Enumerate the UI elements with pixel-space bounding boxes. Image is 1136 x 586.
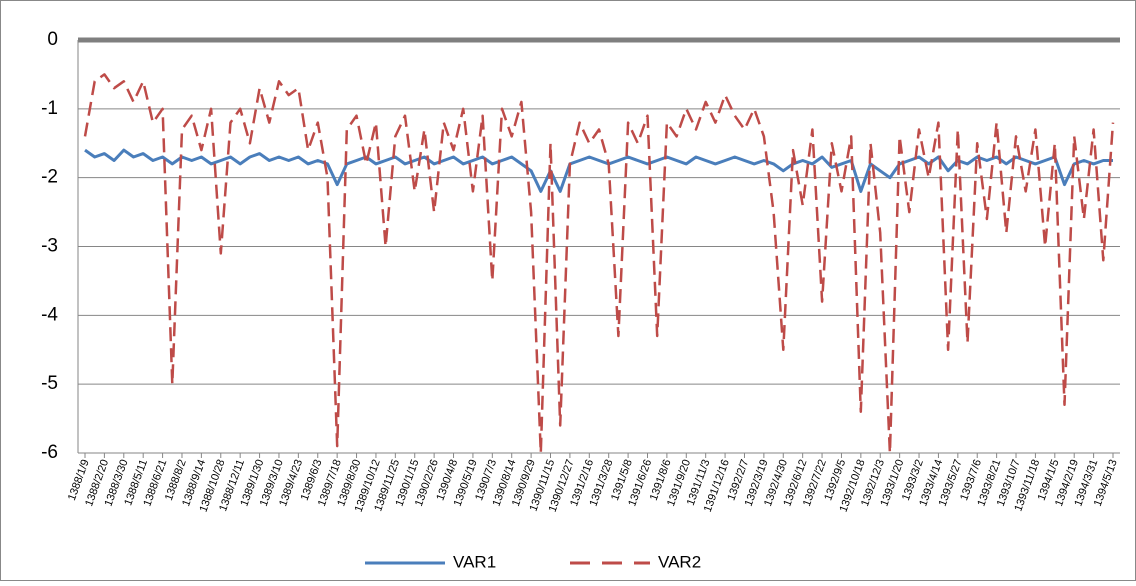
series-line [84,148,1113,193]
y-tick-label: -4 [41,304,58,325]
y-tick-label: 0 [47,29,58,50]
series-line [83,73,1115,455]
y-tick-label: -5 [41,373,58,394]
legend-label: VAR2 [658,552,701,571]
y-tick-label: -2 [41,167,58,188]
legend-label: VAR1 [453,552,496,571]
y-tick-label: -6 [41,442,58,463]
y-tick-label: -1 [41,98,58,119]
y-tick-label: -3 [41,236,58,257]
